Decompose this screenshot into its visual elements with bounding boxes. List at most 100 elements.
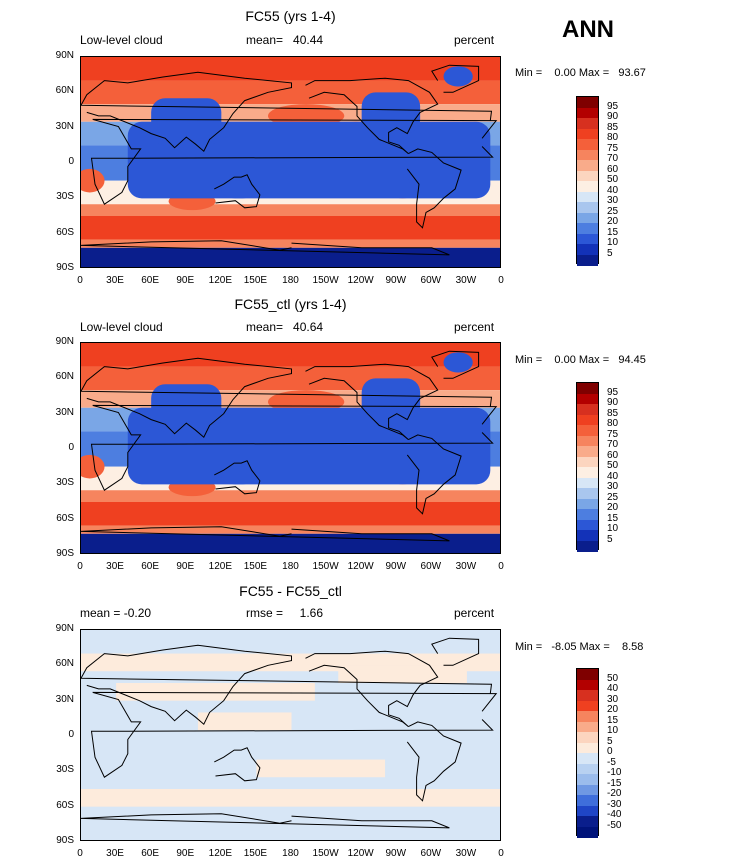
panel-1-mid-label: mean= 40.44 <box>246 33 324 47</box>
low-cloud-minimum <box>408 443 456 479</box>
colorbar-box <box>577 139 598 150</box>
y-tick-label: 90N <box>55 623 74 634</box>
colorbar-label: 20 <box>607 216 619 227</box>
x-tick-label: 120E <box>208 561 232 572</box>
positive-diff-patch <box>81 789 500 807</box>
colorbar-box <box>577 212 598 224</box>
colorbar-label: 5 <box>607 533 613 545</box>
cloud-band <box>81 239 500 248</box>
x-tick-label: 30E <box>106 275 124 286</box>
colorbar-box <box>577 477 598 489</box>
colorbar-label: 30 <box>607 195 619 206</box>
colorbar-label: 15 <box>607 714 619 726</box>
colorbar-box <box>577 128 598 140</box>
colorbar-box <box>577 181 598 192</box>
panel-1-units: percent <box>454 33 495 47</box>
x-tick-label: 150W <box>312 561 339 572</box>
x-tick-label: 0 <box>498 561 504 572</box>
y-tick-label: 60S <box>56 226 74 238</box>
stratocumulus-deck <box>81 454 105 479</box>
x-tick-label: 120W <box>347 848 374 859</box>
colorbar-box <box>577 540 598 552</box>
coastline <box>81 644 493 725</box>
colorbar-label: 85 <box>607 121 619 133</box>
coastline <box>90 404 498 491</box>
colorbar-box <box>577 393 598 405</box>
colorbar-label: 10 <box>607 725 619 736</box>
colorbar-label: 10 <box>607 237 619 248</box>
colorbar-box <box>577 805 598 817</box>
low-cloud-minimum <box>443 352 473 373</box>
colorbar-box <box>577 700 598 712</box>
y-tick-label: 30S <box>56 477 74 489</box>
panel-2-units: percent <box>454 320 495 334</box>
colorbar-label: 75 <box>607 142 619 154</box>
colorbar-box <box>577 254 598 266</box>
colorbar-box <box>577 118 598 129</box>
x-tick-label: 60W <box>420 275 442 286</box>
coastline <box>305 650 439 727</box>
low-cloud-minimum <box>443 66 473 87</box>
colorbar-label: 95 <box>607 386 619 398</box>
x-tick-label: 90E <box>176 275 195 286</box>
x-tick-label: 90E <box>176 561 195 572</box>
cloud-band <box>81 204 500 216</box>
panel-1-minmax: Min = 0.00 Max = 93.67 <box>515 67 646 79</box>
y-tick-label: 60N <box>55 371 74 383</box>
y-tick-label: 60N <box>55 85 74 97</box>
coastline <box>214 460 261 495</box>
colorbar-box <box>577 774 598 785</box>
colorbar-label: -40 <box>607 809 622 820</box>
colorbar-label: -30 <box>607 798 622 810</box>
colorbar-box <box>577 383 598 394</box>
coastline <box>81 526 450 542</box>
x-tick-label: 60E <box>141 848 160 859</box>
coastline <box>406 148 462 229</box>
x-tick-label: 90E <box>176 848 195 859</box>
colorbar-box <box>577 690 598 701</box>
x-tick-label: 150W <box>312 275 339 286</box>
x-tick-label: 30E <box>106 561 124 572</box>
y-tick-label: 60S <box>56 512 74 524</box>
colorbar-box <box>577 202 598 213</box>
low-cloud-minimum <box>361 92 421 134</box>
colorbar-label: 30 <box>607 481 619 492</box>
positive-diff-patch <box>256 759 386 778</box>
colorbar-box <box>577 498 598 510</box>
low-cloud-minimum <box>151 98 222 146</box>
x-tick-label: 30E <box>106 848 124 859</box>
y-tick-label: 30N <box>55 693 74 705</box>
colorbar-box <box>577 742 598 754</box>
cloud-band <box>81 490 500 502</box>
x-tick-label: 120E <box>208 848 232 859</box>
y-tick-label: 0 <box>68 729 74 740</box>
coastline <box>214 747 261 782</box>
coastline <box>406 434 462 515</box>
colorbar-label: 20 <box>607 704 619 715</box>
x-tick-label: 120E <box>208 275 232 286</box>
colorbar-label: 60 <box>607 163 619 175</box>
low-cloud-minimum <box>361 378 421 420</box>
x-tick-label: 0 <box>498 848 504 859</box>
low-cloud-minimum <box>127 407 491 485</box>
colorbar-box <box>577 97 598 108</box>
y-tick-label: 90S <box>56 835 74 846</box>
panel-2-mid-label: mean= 40.64 <box>246 320 324 334</box>
y-tick-label: 90N <box>55 336 74 347</box>
coastline <box>431 64 480 93</box>
coastline <box>90 118 498 205</box>
y-tick-label: 90S <box>56 262 74 273</box>
colorbar-label: 15 <box>607 512 619 524</box>
y-tick-label: 30S <box>56 764 74 776</box>
x-tick-label: 30W <box>455 275 477 286</box>
colorbar-box <box>577 530 598 541</box>
colorbar-box <box>577 467 598 478</box>
colorbar-label: 40 <box>607 683 619 694</box>
x-tick-label: 150E <box>243 848 268 859</box>
x-tick-label: 30W <box>455 848 477 859</box>
colorbar-label: 30 <box>607 693 619 705</box>
colorbar-label: 25 <box>607 491 619 503</box>
low-cloud-minimum <box>221 180 257 199</box>
coastline <box>81 71 493 152</box>
colorbar-label: 40 <box>607 470 619 482</box>
